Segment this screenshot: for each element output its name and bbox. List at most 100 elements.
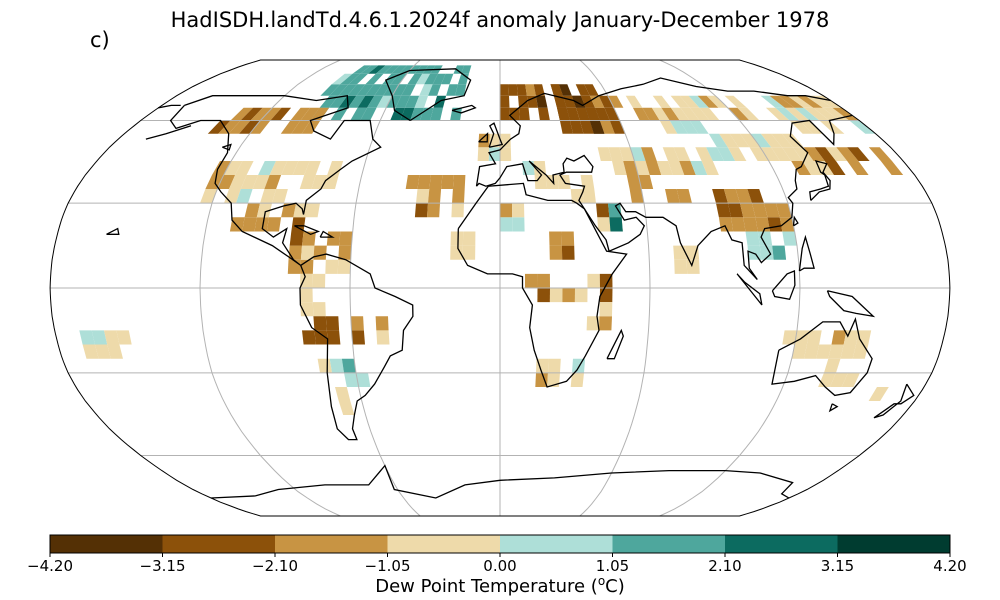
- anomaly-cell: [293, 203, 308, 218]
- anomaly-cell: [537, 288, 550, 303]
- anomaly-cell: [441, 73, 454, 85]
- colorbar-tick-label: 3.15: [820, 557, 855, 575]
- anomaly-cell: [595, 107, 610, 121]
- coastline: [222, 143, 232, 151]
- anomaly-cell: [824, 161, 846, 175]
- anomaly-cell: [229, 217, 245, 232]
- anomaly-cell: [428, 189, 442, 204]
- anomaly-cell: [723, 189, 740, 204]
- anomaly-cell: [415, 73, 431, 85]
- anomaly-cell: [549, 231, 562, 246]
- coastline: [809, 160, 831, 201]
- colorbar-label-sup: o: [597, 574, 606, 588]
- colorbar-swatch: [500, 535, 613, 553]
- anomaly-cell: [300, 273, 313, 288]
- anomaly-cell: [390, 107, 405, 121]
- anomaly-cell: [760, 147, 780, 161]
- anomaly-cell: [299, 175, 316, 189]
- anomaly-cell: [534, 175, 548, 189]
- colorbar-tick-label: −1.05: [364, 557, 411, 575]
- anomaly-cell: [533, 84, 545, 96]
- anomaly-cell: [706, 95, 728, 108]
- anomaly-cell: [368, 65, 386, 74]
- anomaly-cell: [429, 175, 443, 189]
- anomaly-cell: [626, 175, 642, 189]
- anomaly-cell: [500, 84, 509, 96]
- anomaly-cell: [579, 120, 594, 134]
- anomaly-cell: [339, 231, 353, 246]
- colorbar-tick-label: −4.20: [27, 557, 73, 575]
- anomaly-cell: [312, 273, 326, 288]
- anomaly-cell: [455, 84, 467, 96]
- anomaly-cell: [512, 217, 525, 232]
- anomaly-cell: [356, 372, 371, 387]
- anomaly-cell: [670, 95, 690, 108]
- anomaly-cell: [679, 161, 696, 175]
- coastline: [826, 290, 876, 318]
- anomaly-cell: [304, 161, 321, 175]
- anomaly-cell: [269, 161, 288, 175]
- anomaly-cell: [375, 316, 389, 331]
- anomaly-cell: [548, 358, 561, 373]
- anomaly-cell: [847, 147, 870, 161]
- anomaly-cell: [400, 107, 415, 121]
- anomaly-cell: [767, 217, 783, 232]
- anomaly-cell: [599, 316, 612, 331]
- coastline: [873, 383, 915, 419]
- anomaly-cell: [446, 84, 458, 96]
- anomaly-cell: [312, 302, 326, 317]
- anomaly-cell: [300, 107, 320, 121]
- anomaly-cell: [747, 189, 764, 204]
- anomaly-cell: [538, 107, 550, 121]
- anomaly-cell: [427, 203, 440, 218]
- anomaly-cell: [634, 161, 650, 175]
- anomaly-cell: [804, 344, 820, 359]
- anomaly-cell: [599, 288, 613, 303]
- anomaly-cell: [450, 245, 463, 260]
- anomaly-cell: [348, 95, 366, 108]
- coastline: [299, 253, 414, 441]
- anomaly-cell: [250, 107, 273, 121]
- anomaly-cell: [668, 161, 685, 175]
- anomaly-cell: [570, 189, 584, 204]
- anomaly-cell: [689, 107, 710, 121]
- anomaly-cell: [228, 120, 251, 134]
- anomaly-cell: [831, 330, 847, 345]
- anomaly-cell: [880, 161, 904, 175]
- anomaly-cell: [280, 120, 301, 134]
- anomaly-cell: [260, 189, 277, 204]
- anomaly-cell: [270, 107, 292, 121]
- anomaly-cell: [562, 288, 575, 303]
- anomaly-cell: [829, 372, 848, 387]
- anomaly-cell: [609, 217, 623, 232]
- anomaly-cell: [383, 65, 400, 74]
- anomaly-cell: [719, 133, 739, 148]
- anomaly-cell: [536, 358, 549, 373]
- anomaly-cell: [535, 372, 548, 387]
- anomaly-cell: [414, 95, 429, 108]
- anomaly-cell: [764, 203, 780, 218]
- anomaly-cell: [782, 231, 797, 246]
- anomaly-cell: [824, 358, 841, 373]
- anomaly-cell: [401, 84, 416, 96]
- anomaly-cell: [557, 107, 570, 121]
- anomaly-cell: [816, 344, 832, 359]
- anomaly-cell: [218, 120, 241, 134]
- anomaly-cell: [500, 217, 513, 232]
- anomaly-cell: [619, 147, 635, 161]
- anomaly-cell: [570, 372, 584, 387]
- colorbar-tick-label: 1.05: [595, 557, 630, 575]
- anomaly-cell: [290, 107, 311, 121]
- colorbar-swatch: [725, 535, 838, 553]
- anomaly-cell: [452, 175, 466, 189]
- anomaly-cell: [727, 147, 747, 161]
- anomaly-cell: [338, 245, 352, 260]
- anomaly-cell: [586, 316, 600, 331]
- anomaly-cell: [302, 330, 316, 345]
- anomaly-cell: [642, 107, 660, 121]
- anomaly-cell: [749, 147, 769, 161]
- anomaly-cell: [598, 95, 614, 108]
- anomaly-cell: [291, 120, 311, 134]
- anomaly-cell: [689, 120, 709, 134]
- anomaly-cell: [500, 203, 513, 218]
